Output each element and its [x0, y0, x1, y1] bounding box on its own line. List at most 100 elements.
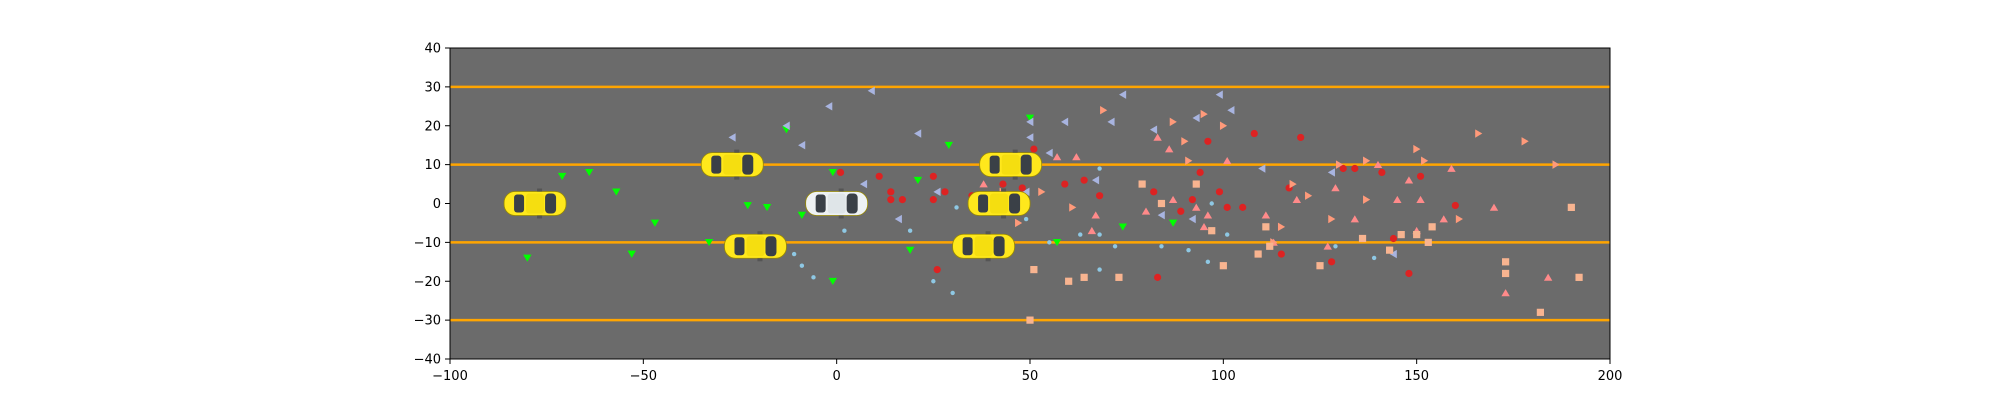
marker-triangle-down	[828, 169, 837, 177]
marker-triangle-up	[1447, 164, 1456, 172]
car-windshield	[545, 193, 557, 214]
marker-triangle-right	[1305, 191, 1313, 200]
marker-triangle-right	[1552, 160, 1560, 169]
marker-square	[1138, 180, 1146, 188]
marker-triangle-down	[704, 239, 714, 247]
marker-circle	[1154, 273, 1162, 281]
marker-square	[1080, 273, 1088, 281]
marker-triangle-left	[728, 133, 736, 142]
marker-triangle-left	[1389, 249, 1397, 259]
marker-square	[1026, 316, 1034, 324]
marker-circle	[1080, 176, 1088, 184]
marker-square	[1502, 269, 1510, 278]
marker-triangle-up	[1141, 207, 1151, 215]
marker-triangle-down	[1118, 223, 1127, 231]
marker-dot	[1078, 232, 1083, 237]
marker-triangle-left	[825, 102, 833, 111]
x-tick-label: −100	[432, 369, 468, 384]
marker-triangle-right	[1328, 214, 1336, 224]
marker-circle	[887, 188, 895, 196]
marker-dot	[907, 228, 913, 233]
marker-triangle-down	[523, 254, 532, 262]
car-mirror	[1001, 188, 1007, 192]
marker-triangle-up	[1168, 195, 1178, 203]
car-mirror	[734, 176, 740, 180]
car-windshield	[742, 154, 754, 175]
car-windshield	[1009, 193, 1021, 214]
marker-triangle-left	[1091, 175, 1100, 185]
marker-dot	[1333, 244, 1338, 249]
marker-square	[1502, 258, 1510, 266]
marker-circle	[1389, 234, 1398, 243]
marker-triangle-right	[1219, 121, 1228, 130]
marker-triangle-left	[894, 214, 902, 224]
marker-circle	[836, 168, 845, 176]
marker-triangle-right	[1277, 222, 1286, 232]
marker-square	[1424, 238, 1432, 246]
marker-dot	[954, 205, 959, 210]
car-mirror	[1001, 215, 1007, 219]
car-mirror	[1012, 149, 1018, 153]
marker-dot	[1225, 232, 1230, 237]
car-mirror	[985, 231, 991, 235]
marker-triangle-right	[1521, 137, 1529, 146]
marker-triangle-left	[859, 179, 868, 189]
marker-square	[1397, 231, 1405, 239]
marker-dot	[842, 228, 847, 233]
car-windshield	[993, 236, 1005, 257]
marker-triangle-down	[650, 219, 660, 227]
marker-circle	[1018, 184, 1026, 192]
marker-circle	[1204, 137, 1212, 145]
marker-triangle-up	[1072, 153, 1081, 161]
marker-triangle-up	[1543, 273, 1553, 281]
marker-triangle-up	[1393, 195, 1402, 203]
marker-triangle-down	[828, 277, 837, 286]
ego-vehicle	[805, 188, 869, 219]
car-roof	[746, 236, 765, 257]
marker-square	[1030, 265, 1038, 274]
marker-triangle-up	[1489, 203, 1499, 211]
marker-triangle-left	[782, 121, 790, 130]
marker-triangle-right	[1169, 117, 1177, 127]
marker-square	[1157, 199, 1166, 208]
marker-triangle-right	[1455, 214, 1463, 224]
marker-dot	[799, 263, 805, 268]
marker-circle	[929, 172, 937, 180]
car-roof	[526, 193, 545, 214]
marker-dot	[791, 251, 797, 257]
marker-square	[1219, 262, 1227, 270]
marker-triangle-right	[1038, 187, 1046, 197]
car-windshield	[846, 193, 858, 214]
marker-triangle-left	[914, 129, 922, 138]
marker-triangle-left	[1215, 90, 1223, 99]
marker-triangle-down	[1168, 219, 1178, 227]
car-mirror	[757, 231, 763, 235]
marker-triangle-up	[1404, 176, 1414, 184]
marker-triangle-up	[1331, 184, 1340, 192]
marker-triangle-up	[1501, 289, 1510, 297]
marker-circle	[1061, 180, 1069, 188]
marker-circle	[1416, 172, 1425, 180]
marker-triangle-right	[1475, 129, 1483, 138]
marker-circle	[1328, 258, 1336, 266]
marker-triangle-left	[1022, 187, 1030, 197]
marker-square	[1386, 246, 1394, 254]
marker-triangle-up	[1261, 211, 1271, 219]
car-rear-window	[962, 237, 973, 256]
marker-triangle-up	[1091, 211, 1100, 219]
y-tick-label: 40	[424, 42, 441, 57]
marker-triangle-down	[627, 250, 636, 258]
marker-dot	[931, 279, 936, 284]
marker-triangle-down	[797, 211, 807, 219]
marker-triangle-up	[1292, 195, 1301, 203]
x-tick-label: 150	[1404, 369, 1429, 384]
marker-square	[1358, 234, 1367, 243]
marker-square	[1428, 223, 1436, 231]
marker-triangle-right	[1289, 179, 1297, 189]
car-mirror	[838, 188, 844, 192]
y-tick-label: 0	[433, 197, 441, 212]
marker-circle	[941, 188, 949, 196]
marker-triangle-left	[1107, 117, 1115, 127]
marker-circle	[1351, 164, 1359, 173]
